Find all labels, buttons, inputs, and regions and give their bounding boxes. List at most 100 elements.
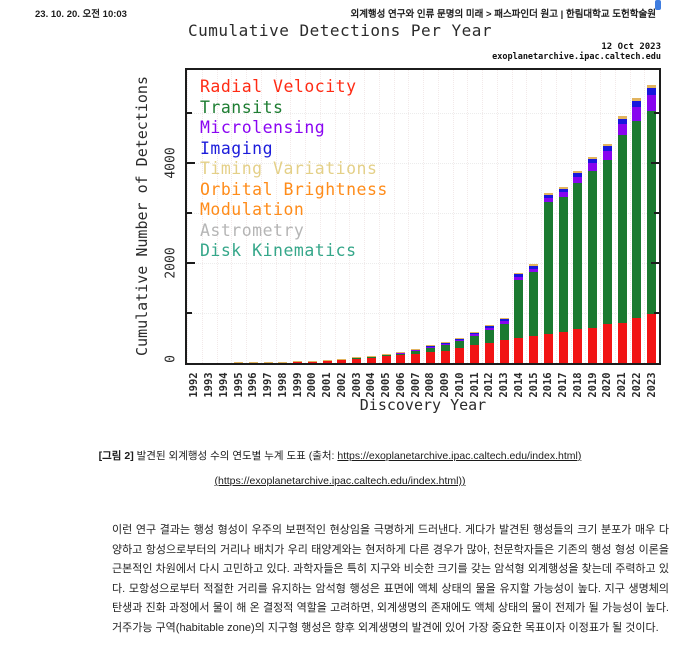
bar-segment-2009-transits [440, 345, 450, 351]
v-gridline [629, 70, 631, 363]
bar-segment-1999-timing [293, 361, 303, 362]
bar-segment-1999-radial [293, 361, 303, 363]
bar-segment-2013-radial [499, 340, 509, 363]
x-tick-label-2009: 2009 [439, 372, 452, 398]
v-gridline [482, 70, 483, 363]
bar-segment-2015-microlensing [529, 268, 539, 272]
v-gridline [452, 70, 454, 363]
x-tick-label-2014: 2014 [512, 372, 525, 398]
caption-text: 발견된 외계행성 수의 연도별 누계 도표 (출처: [133, 450, 338, 462]
x-tick-label-2023: 2023 [645, 372, 658, 398]
bar-segment-2023-radial [647, 314, 657, 363]
axis-tick [654, 312, 659, 314]
bar-segment-2015-imaging [529, 265, 539, 269]
bar-segment-2023-transits [647, 111, 657, 314]
v-gridline [541, 70, 542, 363]
bar-segment-2013-microlensing [499, 321, 509, 324]
bar-segment-2020-timing [602, 143, 612, 147]
caption-link-2[interactable]: (https://exoplanetarchive.ipac.caltech.e… [214, 475, 466, 487]
v-gridline [260, 70, 262, 363]
bar-segment-2008-timing [425, 345, 435, 346]
bar-segment-2004-timing [366, 355, 376, 357]
bar-segment-2001-radial [322, 360, 332, 363]
caption-line-2: (https://exoplanetarchive.ipac.caltech.e… [0, 469, 680, 494]
v-gridline [290, 70, 292, 363]
bar-segment-2002-transits [337, 359, 347, 360]
bar-segment-1996-radial [248, 362, 258, 363]
y-tick-label-2000: 2000 [163, 247, 179, 279]
bar-segment-2015-radial [529, 336, 539, 363]
x-tick-label-2020: 2020 [601, 372, 614, 398]
x-tick-label-2013: 2013 [498, 372, 511, 398]
bar-segment-2022-transits [632, 121, 642, 318]
bar-segment-2005-microlensing [381, 354, 391, 355]
chart-plot-area: Radial Velocity Transits Microlensing Imagi… [185, 68, 661, 365]
bar-segment-2009-imaging [440, 342, 450, 345]
bar-segment-2019-imaging [588, 159, 598, 164]
v-gridline [437, 70, 439, 363]
bar-segment-2017-transits [558, 196, 568, 332]
bar-segment-2012-microlensing [484, 327, 494, 330]
x-tick-label-2002: 2002 [335, 372, 348, 398]
v-gridline [231, 70, 233, 363]
bar-segment-2021-imaging [617, 118, 627, 125]
figure-caption: [그림 2] 발견된 외계행성 수의 연도별 누계 도표 (출처: https:… [0, 444, 680, 494]
bar-segment-2006-timing [396, 351, 406, 353]
x-tick-label-1999: 1999 [291, 372, 304, 398]
x-tick-label-2005: 2005 [380, 372, 393, 398]
axis-tick [187, 312, 192, 314]
x-axis-title: Discovery Year [359, 396, 487, 414]
bar-segment-2016-timing [543, 193, 553, 195]
bar-segment-2011-transits [470, 336, 480, 346]
bar-segment-2022-microlensing [632, 107, 642, 122]
v-gridline [408, 70, 410, 363]
bar-segment-2003-transits [352, 357, 362, 359]
y-tick-label-0: 0 [163, 355, 179, 363]
bar-segment-2002-timing [337, 358, 347, 359]
bar-segment-2002-radial [337, 359, 347, 363]
bar-segment-2010-radial [455, 348, 465, 363]
legend-item-imaging: Imaging [200, 138, 274, 158]
v-gridline [216, 70, 218, 363]
bar-segment-2015-timing [529, 264, 539, 266]
bar-segment-2010-timing [455, 337, 465, 339]
bar-segment-2017-timing [558, 186, 568, 189]
v-gridline [526, 70, 528, 363]
bar-segment-2001-timing [322, 359, 332, 361]
legend-item-radial-velocity: Radial Velocity [200, 77, 357, 96]
x-tick-label-1998: 1998 [276, 372, 289, 398]
axis-tick [651, 162, 659, 164]
bar-segment-2008-transits [425, 348, 435, 353]
bar-segment-2008-microlensing [425, 347, 435, 349]
bar-segment-2017-radial [558, 331, 568, 363]
x-tick-label-2011: 2011 [468, 372, 481, 398]
chart-date-block: 12 Oct 2023 exoplanetarchive.ipac.caltec… [492, 42, 661, 62]
x-tick-label-2015: 2015 [527, 372, 540, 398]
bar-segment-1997-timing [263, 362, 273, 363]
bar-segment-2012-timing [484, 324, 494, 326]
bar-segment-2011-timing [470, 331, 480, 333]
y-tick-label-4000: 4000 [163, 147, 179, 179]
caption-link-1[interactable]: https://exoplanetarchive.ipac.caltech.ed… [337, 450, 582, 462]
article-paragraph: 이런 연구 결과는 행성 형성이 우주의 보편적인 현상임을 극명하게 드러낸다… [112, 524, 669, 634]
v-gridline [334, 70, 336, 363]
document-breadcrumb-title: 외계행성 연구와 인류 문명의 미래 > 패스파인더 원고 | 한림대학교 도헌… [350, 9, 656, 20]
bar-segment-2016-imaging [543, 194, 553, 199]
bar-segment-1993-timing [204, 362, 214, 363]
bar-segment-2009-timing [440, 342, 450, 343]
bar-segment-2021-transits [617, 135, 627, 323]
caption-prefix: [그림 2] [98, 450, 134, 462]
axis-tick [651, 262, 659, 264]
bar-segment-2019-timing [588, 156, 598, 159]
bar-segment-2006-imaging [396, 352, 406, 353]
bar-segment-2013-transits [499, 323, 509, 340]
x-tick-label-2010: 2010 [453, 372, 466, 398]
caption-line-1: [그림 2] 발견된 외계행성 수의 연도별 누계 도표 (출처: https:… [0, 444, 680, 469]
x-tick-label-2006: 2006 [394, 372, 407, 398]
x-tick-label-2022: 2022 [630, 372, 643, 398]
v-gridline [275, 70, 277, 363]
x-tick-label-2001: 2001 [321, 372, 334, 398]
bar-segment-2021-radial [617, 322, 627, 363]
v-gridline [496, 70, 498, 363]
